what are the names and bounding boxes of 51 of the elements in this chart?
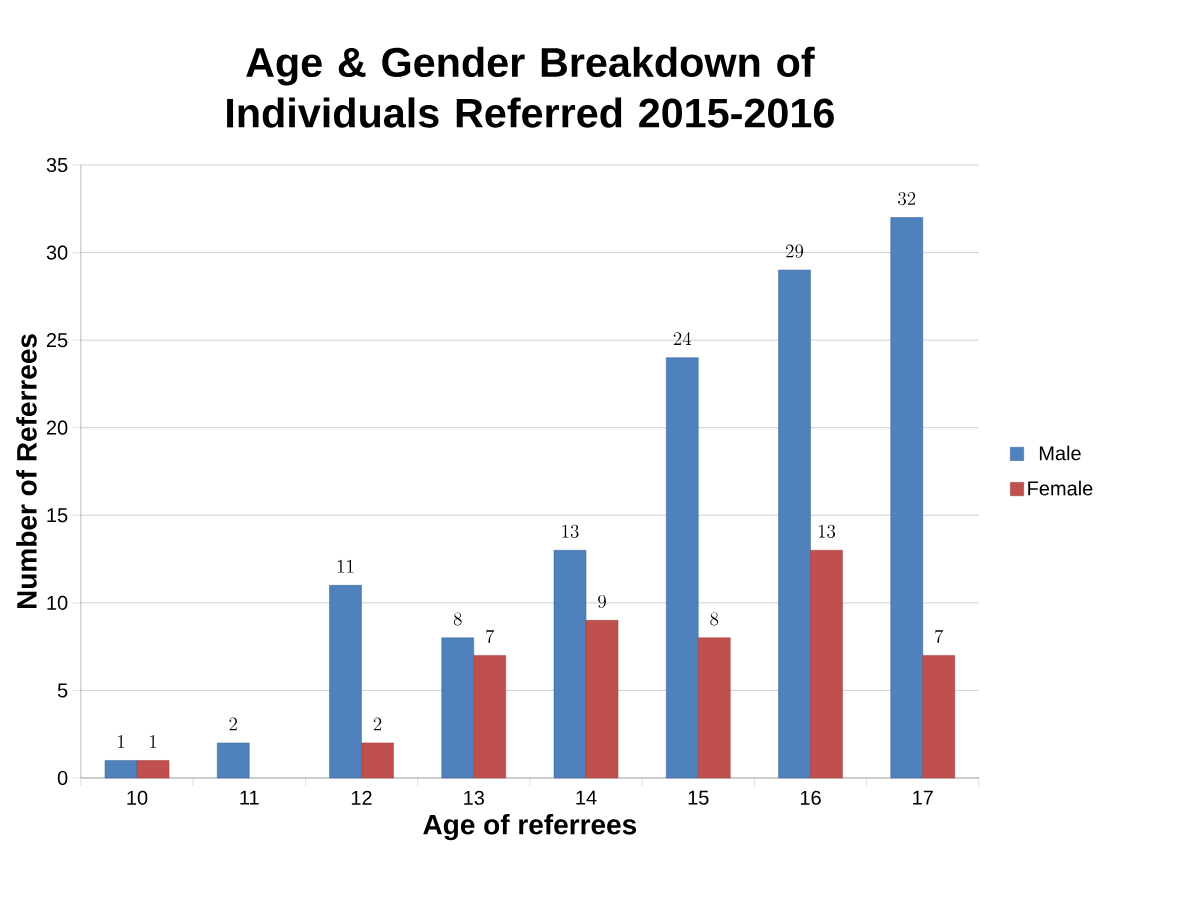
x-axis-title: Age of referrees [423, 814, 637, 841]
bar [216, 742, 250, 779]
data-label: 2 [229, 717, 238, 731]
bar [665, 357, 699, 779]
x-tick-label: 15 [688, 790, 709, 805]
data-label: 13 [818, 524, 836, 538]
x-tick-label: 11 [240, 790, 259, 805]
legend-label: Female [1028, 480, 1093, 496]
y-tick-label: 25 [46, 333, 68, 348]
bar [585, 620, 619, 779]
y-axis-title: Number of Referrees [16, 334, 37, 609]
bar [810, 550, 843, 779]
x-tick-label: 14 [576, 790, 597, 805]
x-tick-label: 10 [127, 790, 148, 805]
bar [361, 742, 394, 779]
x-tick-label: 17 [913, 790, 933, 805]
data-label: 9 [598, 594, 606, 609]
bar [441, 637, 475, 779]
x-tick-label: 13 [464, 790, 484, 805]
bar [473, 655, 507, 779]
legend-label: Male [1039, 445, 1081, 461]
data-label: 8 [710, 612, 719, 626]
bar [329, 585, 362, 779]
chart-title: Age & Gender Breakdown of Individuals Referred 2015-2016 [227, 46, 834, 128]
data-label: 32 [898, 192, 916, 206]
bar [136, 760, 170, 779]
data-label: 1 [150, 735, 157, 748]
data-label: 7 [486, 629, 495, 644]
y-tick-label: 30 [46, 245, 68, 260]
x-tick-label: 12 [351, 790, 372, 805]
data-label: 7 [935, 629, 944, 644]
data-label: 2 [373, 717, 382, 731]
y-tick-label: 5 [57, 683, 68, 698]
y-tick-label: 35 [46, 157, 68, 173]
x-tick-label: 16 [800, 790, 821, 805]
bar [922, 655, 956, 779]
data-label: 1 [118, 735, 125, 748]
bar [778, 269, 811, 779]
bar [890, 217, 924, 779]
bar [553, 550, 587, 779]
data-label: 29 [786, 244, 804, 258]
bar [104, 760, 138, 779]
y-tick-label: 20 [46, 420, 68, 435]
y-tick-label: 10 [47, 595, 68, 610]
y-tick-label: 15 [47, 508, 68, 523]
data-label: 13 [562, 524, 579, 538]
y-tick-label: 0 [57, 770, 68, 786]
data-label: 24 [673, 331, 692, 345]
data-label: 11 [337, 559, 354, 573]
data-label: 8 [453, 612, 462, 626]
bar [697, 637, 731, 779]
